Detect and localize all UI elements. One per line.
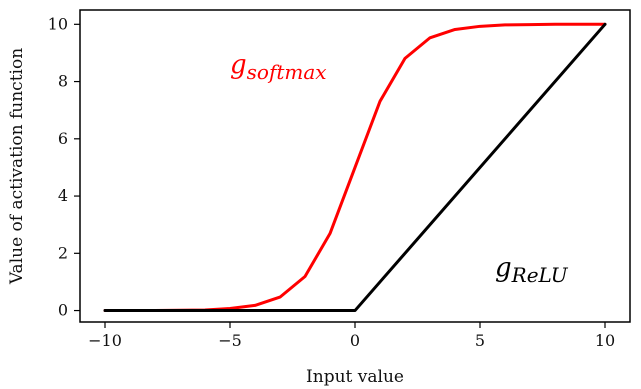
curve-annotation-relu: gReLU: [495, 253, 569, 287]
x-tick-label: 0: [350, 331, 360, 350]
x-axis-ticks: −10 −5 0 5 10: [88, 322, 615, 350]
x-tick-label: 5: [475, 331, 485, 350]
x-tick-label: −10: [88, 331, 122, 350]
y-tick-label: 0: [58, 301, 68, 320]
y-axis-label: Value of activation function: [7, 48, 27, 285]
curve-annotations: gsoftmax gReLU: [230, 50, 569, 287]
x-tick-label: −5: [218, 331, 242, 350]
x-tick-label: 10: [595, 331, 615, 350]
y-tick-label: 8: [58, 72, 68, 91]
y-axis-ticks: 0 2 4 6 8 10: [48, 14, 80, 320]
curve-annotation-softmax: gsoftmax: [230, 50, 327, 84]
series-line-g-relu: [103, 22, 607, 313]
y-tick-label: 10: [48, 14, 68, 33]
y-tick-label: 2: [58, 243, 68, 262]
y-tick-label: 4: [58, 186, 68, 205]
plot-content: [103, 22, 607, 313]
y-tick-label: 6: [58, 129, 68, 148]
x-axis-label: Input value: [306, 367, 404, 387]
